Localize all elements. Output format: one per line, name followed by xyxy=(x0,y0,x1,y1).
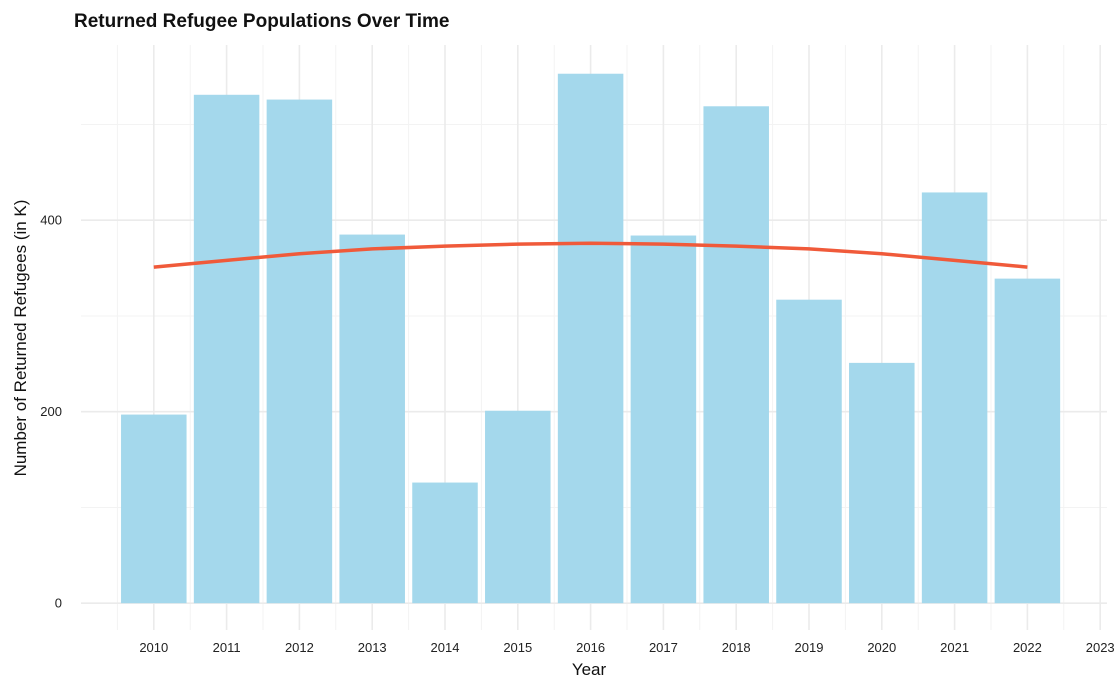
x-tick-label: 2010 xyxy=(139,640,168,655)
trend-line xyxy=(153,241,1028,269)
bar-2021 xyxy=(921,192,988,604)
x-tick-label: 2015 xyxy=(503,640,532,655)
x-tick-label: 2018 xyxy=(722,640,751,655)
x-tick-label: 2013 xyxy=(358,640,387,655)
x-tick-label: 2022 xyxy=(1013,640,1042,655)
x-axis-ticks: 2010 2011 2012 2013 2014 2015 2016 2017 2018 2019… xyxy=(139,640,1114,655)
x-tick-label: 2014 xyxy=(431,640,460,655)
bar-2017 xyxy=(630,235,697,604)
y-tick-label: 200 xyxy=(40,404,62,419)
x-tick-label: 2023 xyxy=(1086,640,1115,655)
chart-title: Returned Refugee Populations Over Time xyxy=(74,11,450,32)
y-axis-ticks: 0 200 400 xyxy=(40,213,62,611)
x-tick-label: 2020 xyxy=(867,640,896,655)
x-tick-label: 2012 xyxy=(285,640,314,655)
trend-line-group xyxy=(153,241,1028,269)
bar-2019 xyxy=(776,299,842,604)
bar-2013 xyxy=(339,234,405,604)
x-axis-title: Year xyxy=(572,660,607,679)
bar-2016 xyxy=(557,73,624,604)
bars xyxy=(121,73,1061,604)
y-axis-title: Number of Returned Refugees (in K) xyxy=(11,200,30,477)
bar-2010 xyxy=(121,414,187,604)
bar-2011 xyxy=(193,94,260,604)
y-tick-label: 400 xyxy=(40,213,62,228)
x-tick-label: 2016 xyxy=(576,640,605,655)
x-tick-label: 2021 xyxy=(940,640,969,655)
x-tick-label: 2017 xyxy=(649,640,678,655)
bar-2022 xyxy=(994,278,1061,604)
bar-2015 xyxy=(485,410,551,604)
bar-2014 xyxy=(412,482,478,604)
bar-2012 xyxy=(266,99,333,604)
bar-2018 xyxy=(703,106,769,604)
y-tick-label: 0 xyxy=(55,596,62,611)
x-tick-label: 2019 xyxy=(795,640,824,655)
x-tick-label: 2011 xyxy=(213,640,241,655)
bar-2020 xyxy=(849,362,915,604)
